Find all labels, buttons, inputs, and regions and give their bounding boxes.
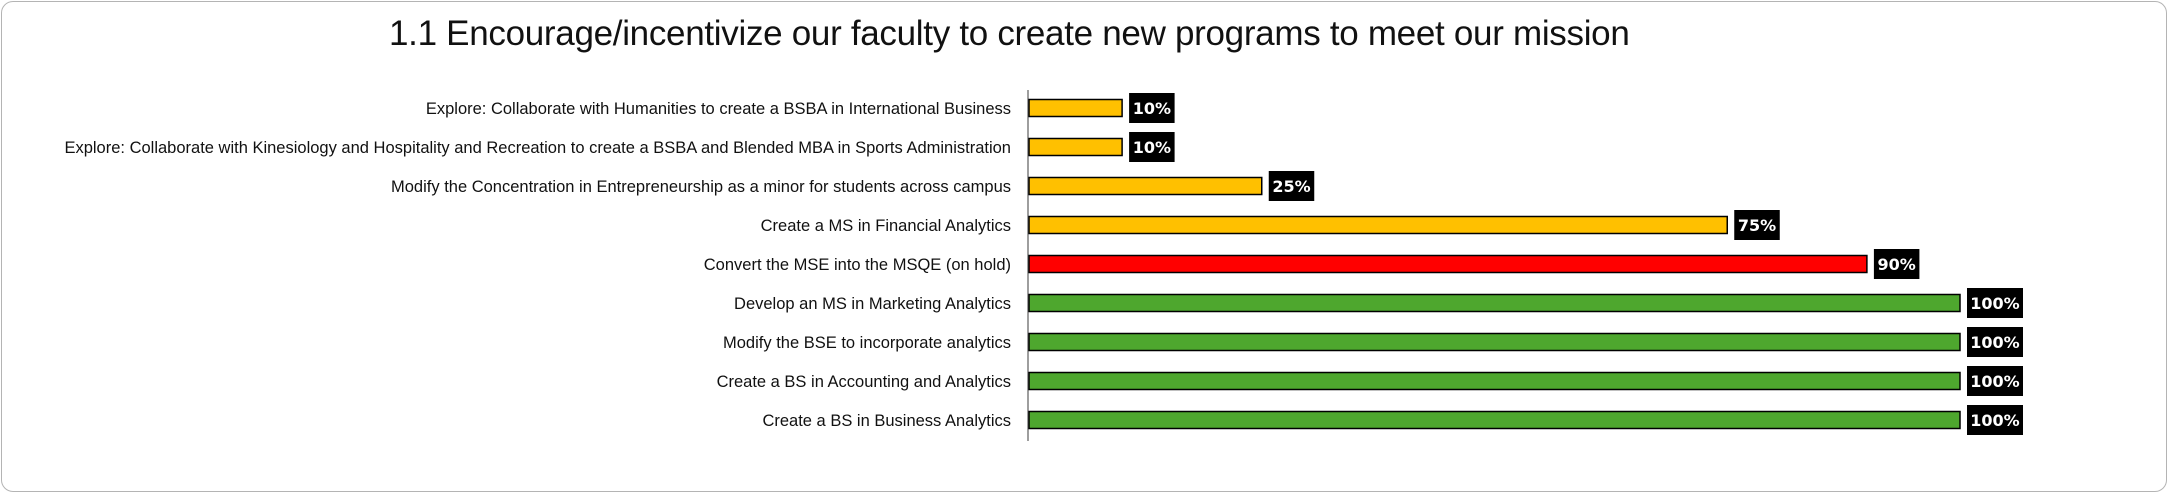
bar <box>1028 332 1961 352</box>
data-label-background <box>1268 171 1315 201</box>
bar <box>1028 293 1961 313</box>
category-label: Create a BS in Accounting and Analytics <box>717 373 1011 391</box>
bar <box>1028 176 1263 196</box>
bar <box>1028 410 1961 430</box>
category-label: Convert the MSE into the MSQE (on hold) <box>704 256 1011 274</box>
chart-title: 1.1 Encourage/incentivize our faculty to… <box>389 14 1630 53</box>
data-label-background <box>1967 366 2023 396</box>
bar <box>1028 137 1123 157</box>
category-label: Explore: Collaborate with Humanities to … <box>426 100 1011 118</box>
category-label: Modify the Concentration in Entrepreneur… <box>391 178 1011 196</box>
data-label-background <box>1967 405 2023 435</box>
data-label: 75% <box>1738 216 1776 235</box>
data-label-background <box>1967 327 2023 357</box>
category-label: Develop an MS in Marketing Analytics <box>734 295 1011 313</box>
bar <box>1028 254 1868 274</box>
data-label: 90% <box>1878 255 1916 274</box>
bar <box>1028 371 1961 391</box>
bar <box>1028 215 1728 235</box>
category-label: Modify the BSE to incorporate analytics <box>723 334 1011 352</box>
data-label-background <box>1734 210 1780 240</box>
data-label: 100% <box>1970 411 2019 430</box>
data-label: 100% <box>1970 372 2019 391</box>
data-label: 25% <box>1272 177 1310 196</box>
data-label-background <box>1967 288 2023 318</box>
data-label: 10% <box>1133 138 1171 157</box>
category-label: Create a MS in Financial Analytics <box>761 217 1011 235</box>
data-label: 100% <box>1970 333 2019 352</box>
category-label: Create a BS in Business Analytics <box>762 412 1011 430</box>
data-label-background <box>1873 249 1920 279</box>
category-label: Explore: Collaborate with Kinesiology an… <box>64 139 1011 157</box>
bar <box>1028 98 1123 118</box>
data-label: 100% <box>1970 294 2019 313</box>
data-label-background <box>1129 132 1175 162</box>
data-label: 10% <box>1133 99 1171 118</box>
data-label-background <box>1129 93 1175 123</box>
